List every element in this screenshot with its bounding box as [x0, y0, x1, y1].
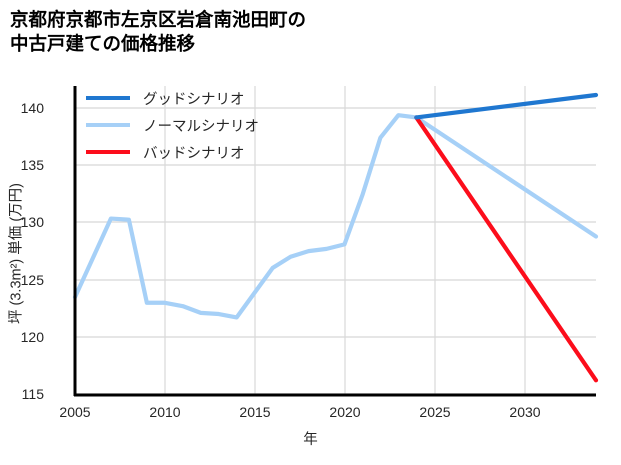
x-tick-2010: 2010	[149, 404, 181, 420]
y-tick-115: 115	[21, 386, 44, 402]
x-tick-2030: 2030	[509, 404, 541, 420]
series-line-bad	[414, 115, 599, 383]
legend-label-normal: ノーマルシナリオ	[143, 118, 259, 135]
x-tick-2015: 2015	[239, 404, 271, 420]
x-tick-2025: 2025	[419, 404, 451, 420]
x-axis-label: 年	[303, 432, 318, 448]
x-tick-2005: 2005	[59, 404, 91, 420]
page-title: 京都府京都市左京区岩倉南池田町の 中古戸建ての価格推移	[10, 9, 307, 55]
y-tick-140: 140	[20, 100, 44, 116]
y-tick-135: 135	[20, 157, 44, 173]
legend-label-good: グッドシナリオ	[143, 91, 245, 108]
legend-item-bad[interactable]: バッドシナリオ	[86, 143, 259, 162]
legend-swatch-good	[86, 96, 130, 100]
x-tick-2020: 2020	[329, 404, 361, 420]
y-tick-120: 120	[20, 329, 44, 345]
y-tick-130: 130	[20, 214, 44, 230]
chart-legend: グッドシナリオ ノーマルシナリオ バッドシナリオ	[86, 89, 259, 162]
legend-label-bad: バッドシナリオ	[143, 145, 245, 162]
series-line-normal	[72, 113, 599, 320]
legend-item-good[interactable]: グッドシナリオ	[86, 89, 259, 108]
legend-item-normal[interactable]: ノーマルシナリオ	[86, 116, 259, 135]
legend-swatch-bad	[86, 150, 130, 154]
series-line-good	[414, 92, 599, 120]
y-tick-125: 125	[20, 272, 44, 288]
legend-swatch-normal	[86, 123, 130, 127]
